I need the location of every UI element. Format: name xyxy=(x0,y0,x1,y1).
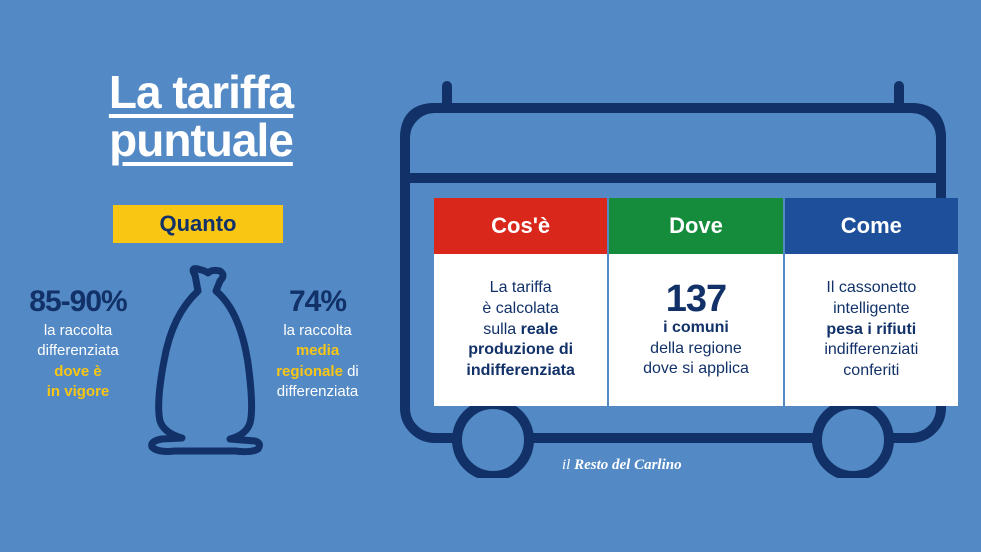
source-credit: il Resto del Carlino xyxy=(562,457,682,474)
stat-left-text: la raccolta differenziata dove è in vigo… xyxy=(8,321,148,402)
trash-bag-icon xyxy=(140,263,275,458)
title-line-2: puntuale xyxy=(109,114,293,166)
stat-left: 85-90% la raccolta differenziata dove è … xyxy=(8,285,148,402)
panel-dove: Dove 137 i comuni della regione dove si … xyxy=(609,198,782,406)
page-title: La tariffa puntuale xyxy=(96,68,306,165)
panel-row: Cos'è La tariffa è calcolata sulla reale… xyxy=(434,198,958,406)
panel-dove-header: Dove xyxy=(609,198,782,254)
title-line-1: La tariffa xyxy=(109,66,293,118)
panel-dove-body: 137 i comuni della regione dove si appli… xyxy=(609,254,782,406)
panel-come-header: Come xyxy=(785,198,958,254)
panel-cose-body: La tariffa è calcolata sulla reale produ… xyxy=(434,254,607,406)
stat-right-pct: 74% xyxy=(260,285,375,319)
stat-left-pct: 85-90% xyxy=(8,285,148,319)
panel-cose-header: Cos'è xyxy=(434,198,607,254)
quanto-badge: Quanto xyxy=(113,205,283,243)
stat-right: 74% la raccolta media regionale di diffe… xyxy=(260,285,375,402)
stat-right-text: la raccolta media regionale di differenz… xyxy=(260,321,375,402)
panel-come: Come Il cassonetto intelligente pesa i r… xyxy=(785,198,958,406)
panel-come-body: Il cassonetto intelligente pesa i rifiut… xyxy=(785,254,958,406)
quanto-label: Quanto xyxy=(160,211,237,237)
panel-cose: Cos'è La tariffa è calcolata sulla reale… xyxy=(434,198,607,406)
